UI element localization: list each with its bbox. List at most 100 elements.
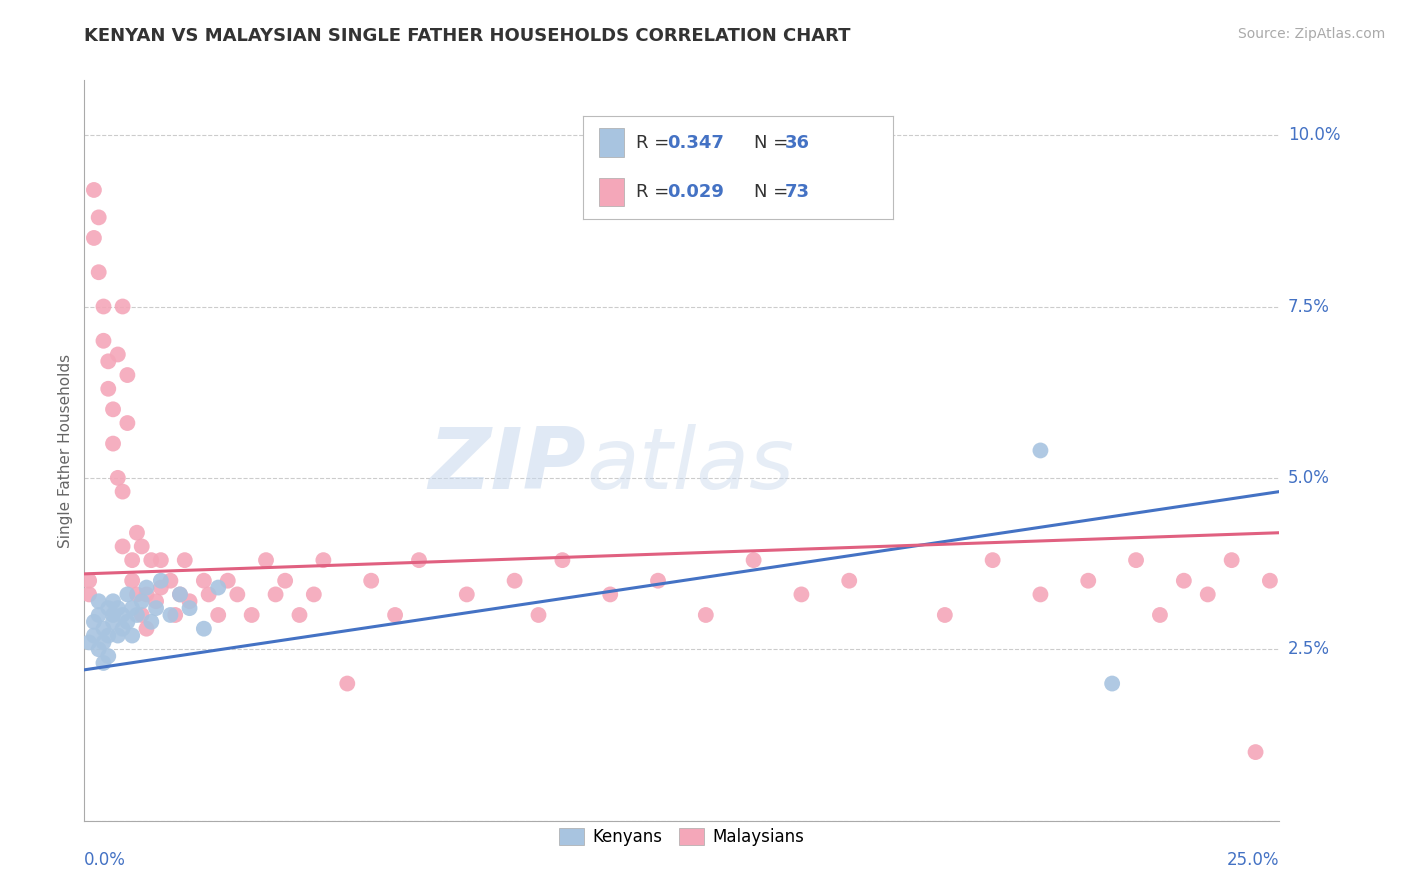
- Point: [117, 416, 139, 430]
- Text: Source: ZipAtlas.com: Source: ZipAtlas.com: [1237, 27, 1385, 41]
- Point: [288, 607, 311, 622]
- Text: 7.5%: 7.5%: [1288, 298, 1330, 316]
- Point: [169, 587, 191, 601]
- Point: [93, 635, 115, 649]
- Point: [193, 574, 215, 588]
- Text: 10.0%: 10.0%: [1288, 126, 1340, 145]
- Point: [107, 628, 129, 642]
- Text: 0.347: 0.347: [666, 134, 724, 152]
- Point: [135, 581, 157, 595]
- Point: [456, 587, 478, 601]
- Point: [111, 607, 134, 622]
- Text: 0.0%: 0.0%: [84, 851, 127, 869]
- Point: [1258, 574, 1281, 588]
- Point: [551, 553, 574, 567]
- Text: 2.5%: 2.5%: [1288, 640, 1330, 658]
- Point: [141, 553, 163, 567]
- Point: [149, 581, 172, 595]
- Point: [179, 601, 201, 615]
- Point: [408, 553, 430, 567]
- Point: [87, 594, 110, 608]
- Point: [264, 587, 287, 601]
- Point: [503, 574, 526, 588]
- Text: 36: 36: [785, 134, 810, 152]
- Point: [135, 622, 157, 636]
- Text: ZIP: ZIP: [429, 424, 586, 507]
- Point: [111, 484, 134, 499]
- Text: KENYAN VS MALAYSIAN SINGLE FATHER HOUSEHOLDS CORRELATION CHART: KENYAN VS MALAYSIAN SINGLE FATHER HOUSEH…: [84, 27, 851, 45]
- Point: [240, 607, 263, 622]
- Point: [207, 581, 229, 595]
- Point: [117, 615, 139, 629]
- Text: atlas: atlas: [586, 424, 794, 507]
- Point: [131, 540, 153, 554]
- Point: [360, 574, 382, 588]
- Point: [312, 553, 335, 567]
- Text: 73: 73: [785, 183, 810, 201]
- Point: [302, 587, 325, 601]
- Point: [141, 615, 163, 629]
- Point: [97, 601, 120, 615]
- Point: [135, 587, 157, 601]
- Point: [1220, 553, 1243, 567]
- Point: [159, 607, 181, 622]
- Point: [159, 574, 181, 588]
- Point: [169, 587, 191, 601]
- Point: [145, 601, 167, 615]
- Point: [149, 574, 172, 588]
- Point: [77, 574, 100, 588]
- Point: [121, 601, 143, 615]
- Point: [97, 628, 120, 642]
- Point: [83, 231, 105, 245]
- Point: [527, 607, 550, 622]
- Text: R =: R =: [636, 183, 675, 201]
- Point: [1077, 574, 1099, 588]
- Point: [87, 642, 110, 657]
- Point: [647, 574, 669, 588]
- Point: [145, 594, 167, 608]
- FancyBboxPatch shape: [599, 128, 624, 157]
- Point: [274, 574, 297, 588]
- Point: [1244, 745, 1267, 759]
- Point: [101, 615, 124, 629]
- Point: [790, 587, 813, 601]
- Point: [217, 574, 239, 588]
- Text: 25.0%: 25.0%: [1227, 851, 1279, 869]
- Point: [93, 622, 115, 636]
- Text: R =: R =: [636, 134, 675, 152]
- Point: [125, 607, 148, 622]
- FancyBboxPatch shape: [599, 178, 624, 206]
- Point: [336, 676, 359, 690]
- Point: [121, 574, 143, 588]
- Point: [97, 649, 120, 664]
- Point: [173, 553, 195, 567]
- Point: [197, 587, 219, 601]
- Point: [981, 553, 1004, 567]
- Point: [87, 211, 110, 225]
- Point: [83, 628, 105, 642]
- Legend: Kenyans, Malaysians: Kenyans, Malaysians: [553, 822, 811, 853]
- Point: [121, 553, 143, 567]
- Point: [77, 635, 100, 649]
- Point: [384, 607, 406, 622]
- Y-axis label: Single Father Households: Single Father Households: [58, 353, 73, 548]
- Point: [101, 594, 124, 608]
- Point: [179, 594, 201, 608]
- Point: [87, 607, 110, 622]
- Point: [117, 587, 139, 601]
- Point: [207, 607, 229, 622]
- Point: [599, 587, 621, 601]
- Point: [101, 436, 124, 450]
- Point: [111, 300, 134, 314]
- Point: [125, 587, 148, 601]
- Point: [165, 607, 187, 622]
- Point: [254, 553, 277, 567]
- Point: [226, 587, 249, 601]
- Point: [742, 553, 765, 567]
- Point: [193, 622, 215, 636]
- Point: [93, 334, 115, 348]
- Point: [1197, 587, 1219, 601]
- Point: [838, 574, 860, 588]
- Point: [121, 628, 143, 642]
- Point: [107, 347, 129, 361]
